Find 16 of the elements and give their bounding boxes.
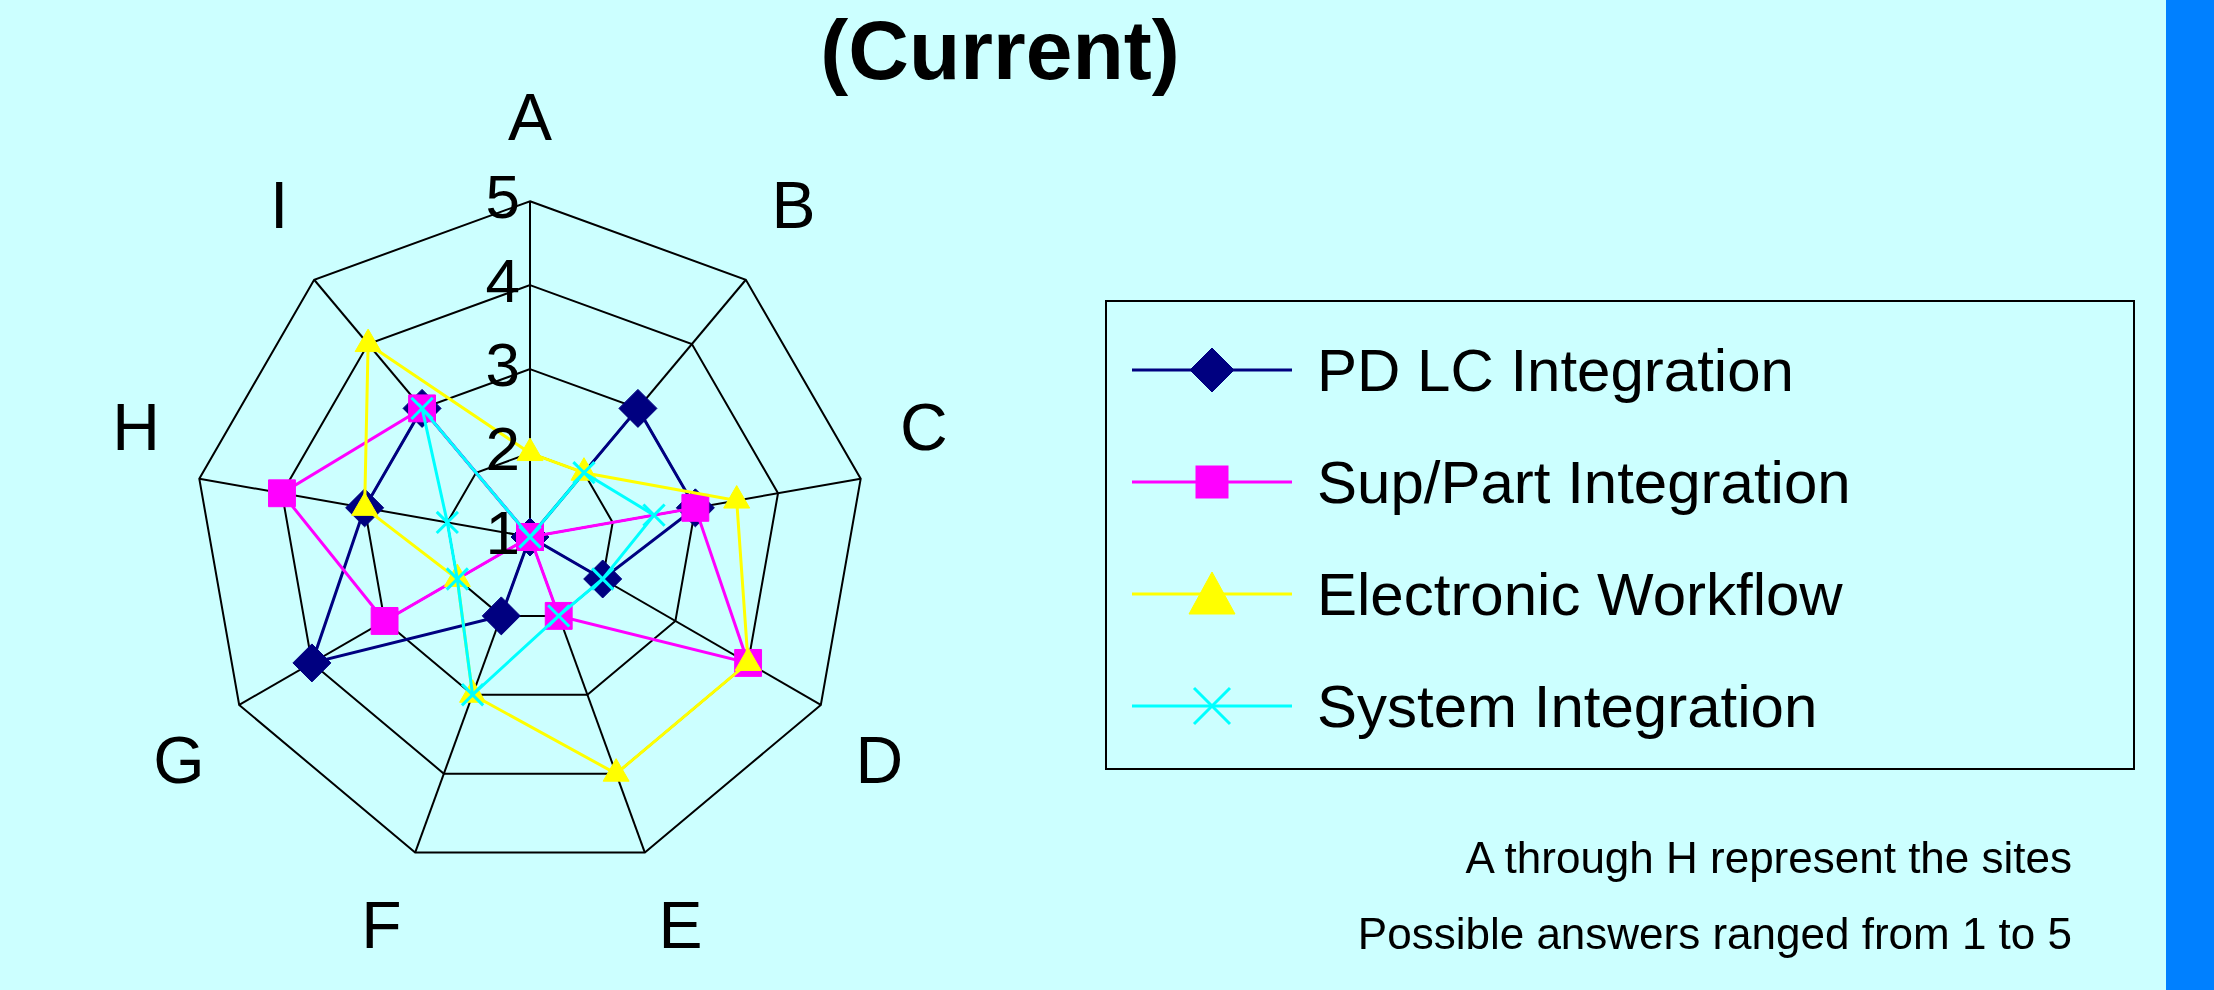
text: A through H represent the sites (1464, 832, 2072, 884)
spoke-label: D (855, 722, 904, 797)
chart-title: (Current) (819, 2, 1181, 99)
legend-label: System Integration (1317, 671, 1818, 741)
text: Possible answers ranged from 1 to 5 (1356, 908, 2072, 960)
spoke-label: G (153, 722, 205, 797)
spoke-label: B (771, 167, 816, 242)
legend-label: Sup/Part Integration (1317, 447, 1851, 517)
spoke-label: I (270, 167, 289, 242)
spoke-label: C (900, 390, 948, 465)
spoke-label: E (658, 887, 703, 962)
legend-label: Electronic Workflow (1317, 559, 1843, 629)
spoke-label: F (361, 887, 402, 962)
legend-label: PD LC Integration (1317, 335, 1794, 405)
spoke-label: A (507, 79, 553, 154)
spoke-label: H (112, 390, 160, 465)
